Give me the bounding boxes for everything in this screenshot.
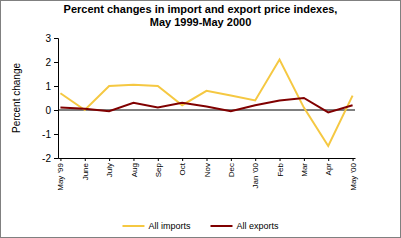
x-tick-mark — [353, 158, 354, 161]
x-tick-label: Feb — [276, 162, 285, 176]
x-tick-label: May '00 — [349, 162, 358, 190]
y-tick: -1 — [42, 129, 58, 140]
x-tick: Apr — [324, 158, 333, 175]
x-tick-mark — [280, 158, 281, 161]
x-axis: May '99 June July Aug Sep Oct Nov Dec Jan '00 Feb… — [56, 158, 357, 191]
x-tick-mark — [207, 158, 208, 161]
x-tick-label: July — [105, 163, 114, 177]
x-tick-mark — [231, 158, 232, 161]
x-tick-label: June — [81, 162, 90, 180]
legend: All imports All exports — [122, 221, 279, 231]
series-line — [60, 60, 352, 146]
x-tick: Dec — [227, 158, 236, 177]
x-tick: Sep — [154, 158, 163, 177]
y-tick-label: 2 — [45, 57, 51, 68]
x-tick: May '99 — [56, 158, 65, 191]
legend-label: All exports — [236, 221, 279, 231]
legend-item: All exports — [210, 221, 279, 231]
x-tick: July — [105, 158, 114, 177]
chart-frame — [1, 1, 401, 238]
x-tick-label: Sep — [154, 162, 163, 177]
legend-item: All imports — [122, 221, 191, 231]
y-tick: 3 — [45, 33, 58, 44]
x-tick: Jan '00 — [251, 158, 260, 189]
x-tick-mark — [109, 158, 110, 161]
y-tick-label: 1 — [45, 81, 51, 92]
y-tick-mark — [54, 38, 58, 39]
x-tick-label: Dec — [227, 163, 236, 177]
x-tick-label: Oct — [178, 162, 187, 175]
legend-label: All imports — [148, 221, 191, 231]
x-tick-mark — [158, 158, 159, 161]
legend-swatch — [122, 225, 144, 227]
x-tick-mark — [328, 158, 329, 161]
y-axis: -2 -1 0 1 2 3 — [42, 33, 58, 164]
y-tick-mark — [54, 134, 58, 135]
y-tick-mark — [54, 110, 58, 111]
y-tick-mark — [54, 86, 58, 87]
y-tick-label: 3 — [45, 33, 51, 44]
y-tick: 0 — [45, 105, 58, 116]
x-tick-mark — [255, 158, 256, 161]
title: Percent changes in import and export pri… — [64, 3, 338, 28]
legend-swatch — [210, 225, 232, 227]
series-line — [60, 98, 352, 112]
x-tick-label: May '99 — [56, 162, 65, 190]
x-tick-label: Nov — [203, 163, 212, 177]
x-tick-label: Mar — [300, 163, 309, 177]
x-tick-mark — [304, 158, 305, 161]
x-tick-mark — [133, 158, 134, 161]
x-tick: Aug — [130, 158, 139, 177]
y-axis-title: Percent change — [11, 63, 22, 133]
chart: Percent changes in import and export pri… — [0, 0, 401, 238]
x-tick-mark — [85, 158, 86, 161]
x-tick: Oct — [178, 158, 187, 175]
x-tick: May '00 — [349, 158, 358, 191]
x-tick-label: Aug — [130, 163, 139, 177]
y-tick: 2 — [45, 57, 58, 68]
y-axis-line — [54, 39, 59, 159]
x-tick-mark — [182, 158, 183, 161]
y-tick-label: -1 — [42, 129, 51, 140]
x-tick: Feb — [276, 158, 285, 177]
y-tick-mark — [54, 62, 58, 63]
x-tick-label: Apr — [324, 163, 333, 176]
y-tick-label: -2 — [42, 153, 51, 164]
y-tick-label: 0 — [45, 105, 51, 116]
x-tick-mark — [60, 158, 61, 161]
x-tick: Nov — [203, 158, 212, 177]
x-tick: June — [81, 158, 90, 180]
y-tick: -2 — [42, 153, 58, 164]
plot-area — [60, 60, 352, 146]
x-tick-label: Jan '00 — [251, 162, 260, 188]
y-tick: 1 — [45, 81, 58, 92]
x-tick: Mar — [300, 158, 309, 177]
y-tick-mark — [54, 158, 58, 159]
